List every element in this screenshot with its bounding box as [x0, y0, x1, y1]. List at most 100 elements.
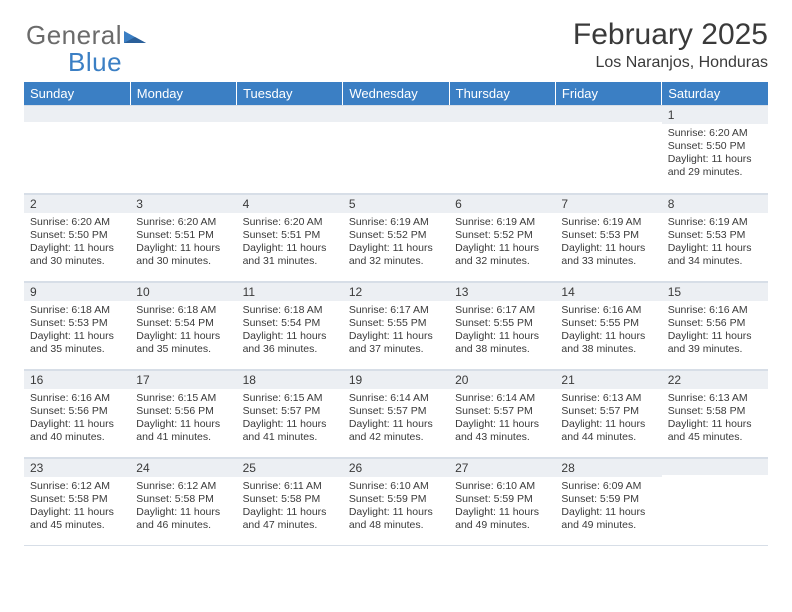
calendar-week-row: 1Sunrise: 6:20 AMSunset: 5:50 PMDaylight… [24, 105, 768, 193]
day-info: Sunrise: 6:19 AMSunset: 5:53 PMDaylight:… [662, 213, 768, 269]
day-info: Sunrise: 6:20 AMSunset: 5:51 PMDaylight:… [237, 213, 343, 269]
calendar-day-cell: 16Sunrise: 6:16 AMSunset: 5:56 PMDayligh… [24, 369, 130, 457]
day-number: 11 [237, 282, 343, 301]
day-number: 24 [130, 458, 236, 477]
day-number: 9 [24, 282, 130, 301]
day-number: 12 [343, 282, 449, 301]
calendar-day-cell: 1Sunrise: 6:20 AMSunset: 5:50 PMDaylight… [662, 105, 768, 193]
calendar-day-cell: 21Sunrise: 6:13 AMSunset: 5:57 PMDayligh… [555, 369, 661, 457]
day-info: Sunrise: 6:20 AMSunset: 5:51 PMDaylight:… [130, 213, 236, 269]
calendar-day-cell: 15Sunrise: 6:16 AMSunset: 5:56 PMDayligh… [662, 281, 768, 369]
day-number: 7 [555, 194, 661, 213]
day-number: 16 [24, 370, 130, 389]
day-number [130, 105, 236, 122]
day-number: 28 [555, 458, 661, 477]
calendar-day-cell: 5Sunrise: 6:19 AMSunset: 5:52 PMDaylight… [343, 193, 449, 281]
calendar-day-cell: 20Sunrise: 6:14 AMSunset: 5:57 PMDayligh… [449, 369, 555, 457]
day-number: 25 [237, 458, 343, 477]
day-number [343, 105, 449, 122]
day-number: 18 [237, 370, 343, 389]
day-number: 20 [449, 370, 555, 389]
day-info: Sunrise: 6:20 AMSunset: 5:50 PMDaylight:… [24, 213, 130, 269]
day-number: 10 [130, 282, 236, 301]
calendar-day-cell: 11Sunrise: 6:18 AMSunset: 5:54 PMDayligh… [237, 281, 343, 369]
day-info: Sunrise: 6:12 AMSunset: 5:58 PMDaylight:… [24, 477, 130, 533]
flag-icon [124, 22, 150, 53]
day-number [449, 105, 555, 122]
day-info: Sunrise: 6:10 AMSunset: 5:59 PMDaylight:… [343, 477, 449, 533]
weekday-header: Monday [130, 82, 236, 105]
day-info: Sunrise: 6:19 AMSunset: 5:52 PMDaylight:… [449, 213, 555, 269]
calendar-day-cell: 3Sunrise: 6:20 AMSunset: 5:51 PMDaylight… [130, 193, 236, 281]
day-number: 23 [24, 458, 130, 477]
day-number: 5 [343, 194, 449, 213]
calendar-week-row: 9Sunrise: 6:18 AMSunset: 5:53 PMDaylight… [24, 281, 768, 369]
day-info: Sunrise: 6:13 AMSunset: 5:57 PMDaylight:… [555, 389, 661, 445]
day-number: 21 [555, 370, 661, 389]
calendar-day-cell: 17Sunrise: 6:15 AMSunset: 5:56 PMDayligh… [130, 369, 236, 457]
calendar-day-cell: 22Sunrise: 6:13 AMSunset: 5:58 PMDayligh… [662, 369, 768, 457]
calendar-day-cell: 14Sunrise: 6:16 AMSunset: 5:55 PMDayligh… [555, 281, 661, 369]
calendar-day-cell: 8Sunrise: 6:19 AMSunset: 5:53 PMDaylight… [662, 193, 768, 281]
weekday-header: Thursday [449, 82, 555, 105]
day-number: 1 [662, 105, 768, 124]
calendar-week-row: 23Sunrise: 6:12 AMSunset: 5:58 PMDayligh… [24, 457, 768, 545]
day-number: 2 [24, 194, 130, 213]
calendar-day-cell: 26Sunrise: 6:10 AMSunset: 5:59 PMDayligh… [343, 457, 449, 545]
day-info: Sunrise: 6:12 AMSunset: 5:58 PMDaylight:… [130, 477, 236, 533]
day-info: Sunrise: 6:16 AMSunset: 5:55 PMDaylight:… [555, 301, 661, 357]
calendar-day-cell: 28Sunrise: 6:09 AMSunset: 5:59 PMDayligh… [555, 457, 661, 545]
day-info: Sunrise: 6:13 AMSunset: 5:58 PMDaylight:… [662, 389, 768, 445]
calendar-day-cell [555, 105, 661, 193]
calendar-day-cell: 23Sunrise: 6:12 AMSunset: 5:58 PMDayligh… [24, 457, 130, 545]
weekday-header-row: SundayMondayTuesdayWednesdayThursdayFrid… [24, 82, 768, 105]
weekday-header: Tuesday [237, 82, 343, 105]
day-info: Sunrise: 6:18 AMSunset: 5:53 PMDaylight:… [24, 301, 130, 357]
calendar-day-cell: 27Sunrise: 6:10 AMSunset: 5:59 PMDayligh… [449, 457, 555, 545]
weekday-header: Saturday [662, 82, 768, 105]
brand-logo: General Blue [26, 20, 150, 84]
day-number: 19 [343, 370, 449, 389]
day-number [24, 105, 130, 122]
day-info: Sunrise: 6:17 AMSunset: 5:55 PMDaylight:… [343, 301, 449, 357]
calendar-day-cell: 13Sunrise: 6:17 AMSunset: 5:55 PMDayligh… [449, 281, 555, 369]
day-number: 22 [662, 370, 768, 389]
day-info: Sunrise: 6:18 AMSunset: 5:54 PMDaylight:… [237, 301, 343, 357]
day-number: 6 [449, 194, 555, 213]
calendar-day-cell: 19Sunrise: 6:14 AMSunset: 5:57 PMDayligh… [343, 369, 449, 457]
day-number: 13 [449, 282, 555, 301]
calendar-day-cell [130, 105, 236, 193]
calendar-day-cell: 7Sunrise: 6:19 AMSunset: 5:53 PMDaylight… [555, 193, 661, 281]
calendar-day-cell [343, 105, 449, 193]
day-info: Sunrise: 6:14 AMSunset: 5:57 PMDaylight:… [343, 389, 449, 445]
weekday-header: Sunday [24, 82, 130, 105]
day-number: 14 [555, 282, 661, 301]
calendar-day-cell: 2Sunrise: 6:20 AMSunset: 5:50 PMDaylight… [24, 193, 130, 281]
calendar-day-cell [24, 105, 130, 193]
day-number [237, 105, 343, 122]
calendar-day-cell: 18Sunrise: 6:15 AMSunset: 5:57 PMDayligh… [237, 369, 343, 457]
brand-part1: General [26, 20, 122, 50]
calendar-day-cell [449, 105, 555, 193]
calendar-body: 1 Sunrise: 6:20 AMSunset: 5:50 PMDaylight… [24, 105, 768, 545]
day-info: Sunrise: 6:15 AMSunset: 5:57 PMDaylight:… [237, 389, 343, 445]
day-number [662, 458, 768, 475]
day-number: 15 [662, 282, 768, 301]
day-info: Sunrise: 6:09 AMSunset: 5:59 PMDaylight:… [555, 477, 661, 533]
brand-part2: Blue [68, 47, 122, 77]
day-number: 26 [343, 458, 449, 477]
calendar-week-row: 16Sunrise: 6:16 AMSunset: 5:56 PMDayligh… [24, 369, 768, 457]
calendar-day-cell [237, 105, 343, 193]
weekday-header: Wednesday [343, 82, 449, 105]
day-info: Sunrise: 6:17 AMSunset: 5:55 PMDaylight:… [449, 301, 555, 357]
calendar-day-cell: 12Sunrise: 6:17 AMSunset: 5:55 PMDayligh… [343, 281, 449, 369]
calendar-day-cell: 6Sunrise: 6:19 AMSunset: 5:52 PMDaylight… [449, 193, 555, 281]
day-number: 4 [237, 194, 343, 213]
calendar-table: SundayMondayTuesdayWednesdayThursdayFrid… [24, 82, 768, 546]
calendar-day-cell: 10Sunrise: 6:18 AMSunset: 5:54 PMDayligh… [130, 281, 236, 369]
day-number: 17 [130, 370, 236, 389]
calendar-day-cell [662, 457, 768, 545]
day-info: Sunrise: 6:16 AMSunset: 5:56 PMDaylight:… [24, 389, 130, 445]
day-number [555, 105, 661, 122]
calendar-day-cell: 4Sunrise: 6:20 AMSunset: 5:51 PMDaylight… [237, 193, 343, 281]
